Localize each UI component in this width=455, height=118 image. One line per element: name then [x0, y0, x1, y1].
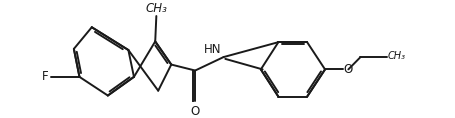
Text: O: O	[190, 105, 199, 118]
Text: HN: HN	[204, 43, 221, 56]
Text: CH₃: CH₃	[387, 51, 404, 61]
Text: CH₃: CH₃	[145, 2, 167, 15]
Text: F: F	[41, 70, 48, 83]
Text: O: O	[343, 63, 352, 76]
